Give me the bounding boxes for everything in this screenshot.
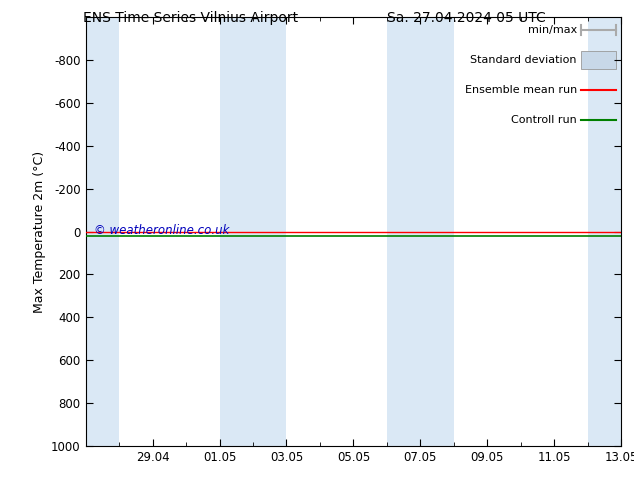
Bar <box>420 17 454 446</box>
Text: © weatheronline.co.uk: © weatheronline.co.uk <box>94 224 229 237</box>
Bar <box>588 17 621 446</box>
Text: Controll run: Controll run <box>511 115 577 125</box>
Text: Ensemble mean run: Ensemble mean run <box>465 85 577 95</box>
Bar <box>253 17 287 446</box>
Bar <box>387 17 420 446</box>
Text: min/max: min/max <box>527 25 577 35</box>
Text: Standard deviation: Standard deviation <box>470 55 577 65</box>
Text: ENS Time Series Vilnius Airport: ENS Time Series Vilnius Airport <box>82 11 298 25</box>
FancyBboxPatch shape <box>581 50 616 70</box>
Bar <box>86 17 119 446</box>
Bar <box>219 17 253 446</box>
Text: Sa. 27.04.2024 05 UTC: Sa. 27.04.2024 05 UTC <box>387 11 545 25</box>
Y-axis label: Max Temperature 2m (°C): Max Temperature 2m (°C) <box>32 150 46 313</box>
